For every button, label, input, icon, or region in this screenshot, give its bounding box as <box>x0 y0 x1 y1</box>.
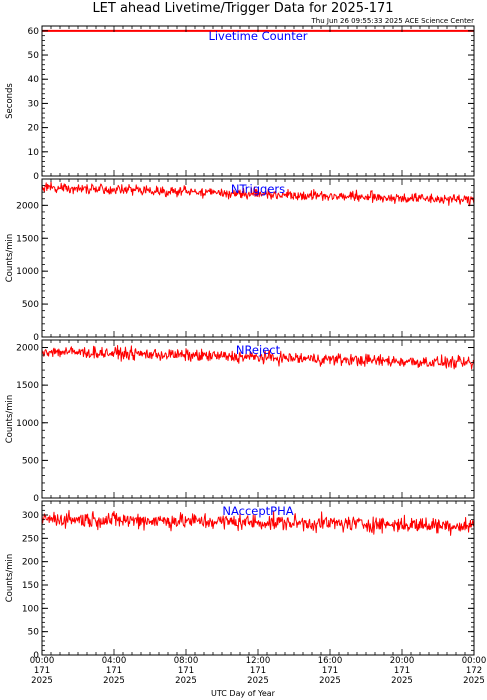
x-tick-time: 04:00 <box>102 656 127 666</box>
x-tick-year: 2025 <box>31 676 53 686</box>
x-tick-doy: 171 <box>106 666 122 676</box>
generation-stamp: Thu Jun 26 09:55:33 2025 ACE Science Cen… <box>311 17 475 25</box>
y-tick-label: 300 <box>22 511 39 521</box>
y-tick-label: 20 <box>28 124 40 134</box>
y-tick-label: 500 <box>22 300 39 310</box>
x-tick-year: 2025 <box>175 676 197 686</box>
x-tick-year: 2025 <box>319 676 341 686</box>
y-tick-label: 0 <box>33 333 39 343</box>
y-axis-title: Counts/min <box>5 395 15 444</box>
y-tick-label: 2000 <box>16 344 39 354</box>
y-tick-label: 150 <box>22 581 39 591</box>
x-tick-year: 2025 <box>391 676 413 686</box>
figure-title: LET ahead Livetime/Trigger Data for 2025… <box>92 1 393 16</box>
y-tick-label: 2000 <box>16 201 39 211</box>
y-tick-label: 0 <box>33 494 39 504</box>
y-tick-label: 1000 <box>16 267 39 277</box>
x-tick-doy: 171 <box>394 666 410 676</box>
y-axis-title: Counts/min <box>5 234 15 283</box>
y-tick-label: 1000 <box>16 419 39 429</box>
panel-label: NReject <box>236 343 281 357</box>
x-tick-time: 08:00 <box>174 656 199 666</box>
x-tick-doy: 172 <box>466 666 482 676</box>
y-tick-label: 60 <box>28 27 40 37</box>
x-axis: 00:00171202504:00171202508:00171202512:0… <box>30 656 487 686</box>
series-line <box>41 345 475 370</box>
x-tick-time: 00:00 <box>30 656 55 666</box>
panel-2: 0 500 1000 1500 2000 Counts/min NTriggers <box>5 178 475 343</box>
y-tick-label: 30 <box>28 99 40 109</box>
y-tick-label: 50 <box>28 51 40 61</box>
x-tick-time: 12:00 <box>246 656 271 666</box>
y-tick-label: 0 <box>33 172 39 182</box>
x-tick-year: 2025 <box>463 676 485 686</box>
y-axis-title: Counts/min <box>5 554 15 603</box>
x-tick-doy: 171 <box>34 666 50 676</box>
x-tick-year: 2025 <box>103 676 125 686</box>
y-axis-title: Seconds <box>5 83 15 119</box>
series-line <box>41 181 475 207</box>
x-tick-doy: 171 <box>322 666 338 676</box>
y-tick-label: 250 <box>22 534 39 544</box>
x-tick-doy: 171 <box>250 666 266 676</box>
y-tick-label: 10 <box>28 148 40 158</box>
x-tick-doy: 171 <box>178 666 194 676</box>
y-tick-label: 50 <box>28 628 40 638</box>
panel-1: 0 10 20 30 40 50 60 Seconds Livetime Counter <box>5 25 475 182</box>
x-axis-title: UTC Day of Year <box>211 689 276 698</box>
y-tick-label: 500 <box>22 456 39 466</box>
x-tick-time: 20:00 <box>390 656 415 666</box>
x-tick-time: 00:00 <box>462 656 487 666</box>
y-tick-label: 40 <box>28 75 40 85</box>
x-tick-time: 16:00 <box>318 656 343 666</box>
panel-label: Livetime Counter <box>208 29 307 43</box>
x-tick-year: 2025 <box>247 676 269 686</box>
panel-4: 0 50 100 150 200 250 300 Counts/min NAcceptPHA <box>5 500 475 661</box>
y-tick-label: 0 <box>33 651 39 661</box>
y-tick-label: 1500 <box>16 234 39 244</box>
panel-label: NAcceptPHA <box>222 504 293 518</box>
series-line <box>41 509 475 536</box>
panel-3: 0 500 1000 1500 2000 Counts/min NReject <box>5 339 475 504</box>
panel-label: NTriggers <box>231 182 285 196</box>
y-tick-label: 1500 <box>16 381 39 391</box>
y-tick-label: 100 <box>22 604 39 614</box>
y-tick-label: 200 <box>22 558 39 568</box>
